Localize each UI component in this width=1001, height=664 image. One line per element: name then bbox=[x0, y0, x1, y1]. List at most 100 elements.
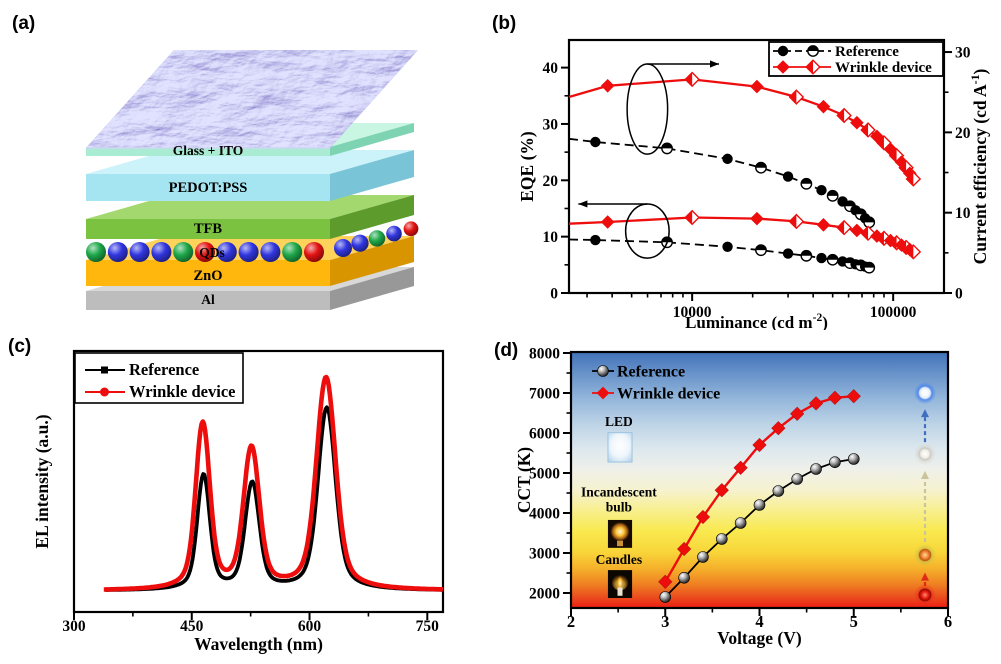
svg-text:450: 450 bbox=[180, 618, 204, 635]
quantum-dot bbox=[151, 242, 172, 262]
svg-text:30: 30 bbox=[955, 45, 971, 62]
svg-text:20: 20 bbox=[543, 173, 559, 190]
svg-text:3: 3 bbox=[661, 612, 669, 631]
series-reference bbox=[104, 405, 443, 592]
svg-text:0: 0 bbox=[955, 286, 963, 303]
cct-voltage-chart: 2000 3000 4000 5000 6000 7000 8000 2 3 4 5 6 Voltage… bbox=[514, 346, 952, 649]
quantum-dot bbox=[238, 242, 259, 262]
el-spectrum-chart: 300 450 600 750 Wavelength (nm) EL intensity … bbox=[32, 349, 445, 654]
svg-text:0: 0 bbox=[550, 286, 558, 303]
panel-label-c: (c) bbox=[8, 336, 32, 357]
svg-text:4000: 4000 bbox=[529, 506, 560, 523]
svg-text:Reference: Reference bbox=[129, 360, 199, 379]
svg-text:Voltage (V): Voltage (V) bbox=[717, 628, 802, 648]
series-reference bbox=[659, 453, 860, 603]
svg-text:QDs: QDs bbox=[199, 245, 225, 260]
svg-text:TFB: TFB bbox=[194, 221, 223, 237]
svg-text:Current efficiency (cd A-1): Current efficiency (cd A-1) bbox=[968, 68, 990, 264]
series-wrinkle-device bbox=[658, 389, 861, 589]
svg-text:Wavelength (nm): Wavelength (nm) bbox=[194, 634, 323, 654]
svg-text:8000: 8000 bbox=[529, 346, 560, 363]
svg-text:10: 10 bbox=[543, 229, 559, 246]
svg-text:750: 750 bbox=[416, 618, 440, 635]
svg-text:Luminance (cd m-2): Luminance (cd m-2) bbox=[685, 311, 828, 330]
svg-text:30: 30 bbox=[543, 116, 559, 133]
quantum-dot bbox=[282, 242, 303, 262]
quantum-dot bbox=[195, 242, 215, 262]
quantum-dot bbox=[107, 242, 128, 262]
svg-text:CCT (K): CCT (K) bbox=[514, 447, 534, 513]
svg-text:4: 4 bbox=[755, 612, 763, 631]
svg-text:2000: 2000 bbox=[529, 586, 560, 603]
svg-text:Al: Al bbox=[201, 292, 215, 307]
svg-text:10000: 10000 bbox=[673, 304, 712, 321]
cct-scale-glow-markers bbox=[914, 381, 937, 606]
quantum-dot bbox=[216, 242, 237, 262]
svg-text:Reference: Reference bbox=[617, 364, 685, 381]
device-structure-diagram: Glass + ITO PEDOT:PSS TFB QDs ZnO Al bbox=[86, 50, 419, 310]
svg-text:Wrinkle device: Wrinkle device bbox=[835, 60, 932, 76]
series-wrinkle-device-eqe bbox=[568, 209, 922, 260]
svg-text:bulb: bulb bbox=[606, 500, 632, 515]
svg-text:7000: 7000 bbox=[529, 386, 560, 403]
glow-marker-warm-white bbox=[914, 442, 937, 465]
svg-text:100000: 100000 bbox=[870, 304, 917, 321]
stack-layers bbox=[86, 123, 419, 310]
quantum-dot bbox=[334, 239, 352, 257]
series-wrinkle-device bbox=[102, 374, 445, 592]
svg-text:20: 20 bbox=[955, 125, 971, 142]
axes: 300 450 600 750 Wavelength (nm) EL intensity … bbox=[32, 349, 445, 654]
eqe-luminance-chart: 0 10 20 30 40 0 10 20 30 10000 100000 Luminance (cd… bbox=[517, 38, 990, 330]
axis-indicator-annotations bbox=[578, 60, 719, 259]
quantum-dot bbox=[129, 242, 150, 262]
svg-text:10: 10 bbox=[955, 205, 971, 222]
svg-text:300: 300 bbox=[62, 618, 86, 635]
glow-marker-orange bbox=[914, 544, 937, 567]
legend: Reference Wrinkle device bbox=[592, 364, 720, 403]
axes: 2000 3000 4000 5000 6000 7000 8000 2 3 4 5 6 Voltage… bbox=[514, 346, 952, 649]
glow-marker-red bbox=[914, 583, 937, 606]
panel-label-b: (b) bbox=[492, 13, 517, 34]
axes: 0 10 20 30 40 0 10 20 30 10000 100000 Luminance (cd… bbox=[517, 38, 990, 330]
quantum-dot bbox=[173, 242, 194, 262]
series-wrinkle-device-current-efficiency bbox=[568, 71, 922, 187]
svg-text:EL intensity (a.u.): EL intensity (a.u.) bbox=[32, 414, 52, 548]
layer-labels: Glass + ITO PEDOT:PSS TFB QDs ZnO Al bbox=[169, 143, 248, 307]
svg-text:Incandescent: Incandescent bbox=[581, 485, 657, 500]
glow-marker-cool-white bbox=[914, 381, 937, 404]
led-image bbox=[607, 432, 633, 463]
quantum-dot bbox=[368, 230, 386, 247]
quantum-dot bbox=[351, 234, 369, 252]
svg-text:5: 5 bbox=[850, 612, 858, 631]
svg-text:ZnO: ZnO bbox=[193, 268, 222, 284]
svg-text:2: 2 bbox=[567, 612, 575, 631]
panel-label-a: (a) bbox=[12, 13, 36, 34]
quantum-dot bbox=[304, 242, 324, 262]
series-reference-eqe bbox=[568, 234, 876, 274]
svg-text:3000: 3000 bbox=[529, 546, 560, 563]
quantum-dot bbox=[386, 225, 402, 242]
svg-text:PEDOT:PSS: PEDOT:PSS bbox=[169, 180, 248, 196]
svg-text:6000: 6000 bbox=[529, 426, 560, 443]
quantum-dot bbox=[260, 242, 281, 262]
quantum-dot bbox=[86, 242, 106, 262]
svg-text:LED: LED bbox=[605, 414, 633, 429]
series-reference-current-efficiency bbox=[568, 136, 876, 229]
svg-text:EQE (%): EQE (%) bbox=[517, 131, 537, 202]
svg-text:40: 40 bbox=[543, 60, 559, 77]
svg-text:600: 600 bbox=[298, 618, 322, 635]
legend: Reference Wrinkle device bbox=[74, 352, 244, 404]
quantum-dot bbox=[403, 221, 419, 237]
svg-text:Reference: Reference bbox=[835, 44, 899, 60]
svg-text:Wrinkle device: Wrinkle device bbox=[129, 382, 235, 401]
svg-text:Glass + ITO: Glass + ITO bbox=[173, 143, 243, 158]
svg-text:Wrinkle device: Wrinkle device bbox=[617, 386, 720, 403]
panel-label-d: (d) bbox=[494, 340, 519, 361]
svg-text:5000: 5000 bbox=[529, 466, 560, 483]
svg-text:6: 6 bbox=[944, 612, 952, 631]
svg-text:Candles: Candles bbox=[596, 552, 643, 567]
cct-color-gradient-background bbox=[571, 352, 948, 608]
